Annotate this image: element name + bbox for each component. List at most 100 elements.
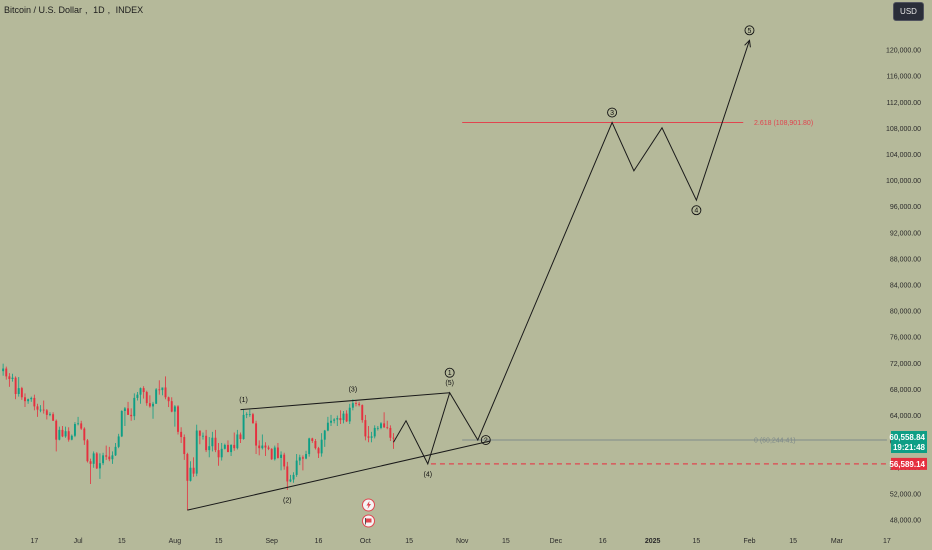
candle-body [242,414,245,440]
candle-body [158,389,161,391]
y-tick-label: 108,000.00 [886,126,921,133]
candle-body [105,455,108,457]
candle-body [136,394,139,398]
x-tick-label: Nov [456,538,469,545]
candle-body [177,406,179,432]
currency-button[interactable]: USD [893,2,924,21]
x-tick-label: Feb [743,538,755,545]
projection-path [393,40,750,466]
candle-body [92,453,95,464]
wave-labels: (1) (2) (3) (4) (5) 1 2 3 4 5 [239,25,755,504]
x-tick-label: Oct [360,538,371,545]
wave-label-w1: (1) [239,397,248,404]
candle-body [251,414,254,424]
candle-body [392,437,395,439]
exchange[interactable]: INDEX [115,5,144,15]
candle-body [117,436,120,447]
candle-body [220,448,223,458]
candle-body [283,454,286,467]
candle-body [89,461,92,464]
drawing-lines [187,39,751,511]
candle-body [164,387,167,398]
candle-body [86,440,89,462]
y-tick-label: 64,000.00 [890,413,921,420]
candle-body [351,403,354,408]
flash-icon [361,498,375,512]
candle-body [364,420,367,437]
candle-body [230,444,233,453]
fib-labels: 2.618 (108,901.80) 0 (60,244.41) [754,120,813,445]
y-tick-label: 120,000.00 [886,48,921,55]
fib-label-2618: 2.618 (108,901.80) [754,120,813,127]
flag-icon [361,514,375,528]
candle-body [205,435,208,451]
y-tick-label: 96,000.00 [890,204,921,211]
candle-body [326,422,329,431]
wave-label-w3: (3) [349,387,358,394]
x-tick-label: 2025 [645,538,661,545]
y-tick-label: 92,000.00 [890,230,921,237]
candle-body [383,423,386,428]
interval[interactable]: 1D [93,5,105,15]
candle-body [298,457,301,461]
candle-body [58,429,61,440]
candle-body [258,445,261,449]
candle-body [167,397,170,402]
wave-label-c1: 1 [448,370,452,377]
candle-body [267,447,270,449]
candle-body [245,414,248,416]
candle-body [273,447,276,460]
candle-body [208,446,211,451]
candle-body [155,389,158,404]
candle-body [314,440,317,449]
candle-body [192,467,195,474]
time-axis[interactable]: 17 Jul 15 Aug 15 Sep 16 Oct 15 Nov 15 Dec 16 2025 15 Fe… [30,538,890,545]
candle-body [370,436,373,438]
wave-label-w4: (4) [424,471,433,478]
candle-body [139,388,142,395]
candle-body [301,457,304,459]
candle-body [130,414,133,417]
candle-body [42,409,45,411]
x-tick-label: Jul [74,538,83,545]
projection-arrowhead [744,39,751,48]
candle-body [214,437,217,451]
candle-body [292,474,295,480]
candle-body [152,403,154,407]
wave-label-c5: 5 [748,28,752,35]
candle-body [389,427,392,438]
x-tick-label: Dec [550,538,563,545]
candle-body [226,444,229,453]
candle-body [276,447,279,458]
candle-body [270,448,273,460]
y-tick-label: 72,000.00 [890,361,921,368]
wave-circle-c3 [607,107,618,118]
y-tick-label: 84,000.00 [890,283,921,290]
candle-body [311,438,314,441]
candle-body [248,414,251,416]
bar-countdown: 19:21:48 [893,443,926,452]
candle-body [170,401,173,412]
x-tick-label: 15 [215,538,223,545]
y-tick-label: 100,000.00 [886,178,921,185]
symbol-name[interactable]: Bitcoin / U.S. Dollar [4,5,83,15]
flash-glyph [366,501,371,509]
candle-body [323,430,326,440]
candle-body [317,448,320,454]
wave-label-w2: (2) [283,497,292,504]
candle-body [36,406,39,410]
x-tick-label: 16 [315,538,323,545]
candle-body [52,414,55,421]
candle-body [111,455,114,460]
candle-body [24,397,26,402]
wave-circle-c5 [744,25,755,36]
candle-body [373,427,376,437]
x-tick-label: Sep [265,538,278,545]
candle-body [330,420,332,423]
candle-body [145,392,148,404]
x-tick-label: 15 [405,538,413,545]
x-tick-label: 15 [502,538,510,545]
chart-title: Bitcoin / U.S. Dollar, 1D, INDEX [4,5,144,15]
candle-body [280,454,283,458]
